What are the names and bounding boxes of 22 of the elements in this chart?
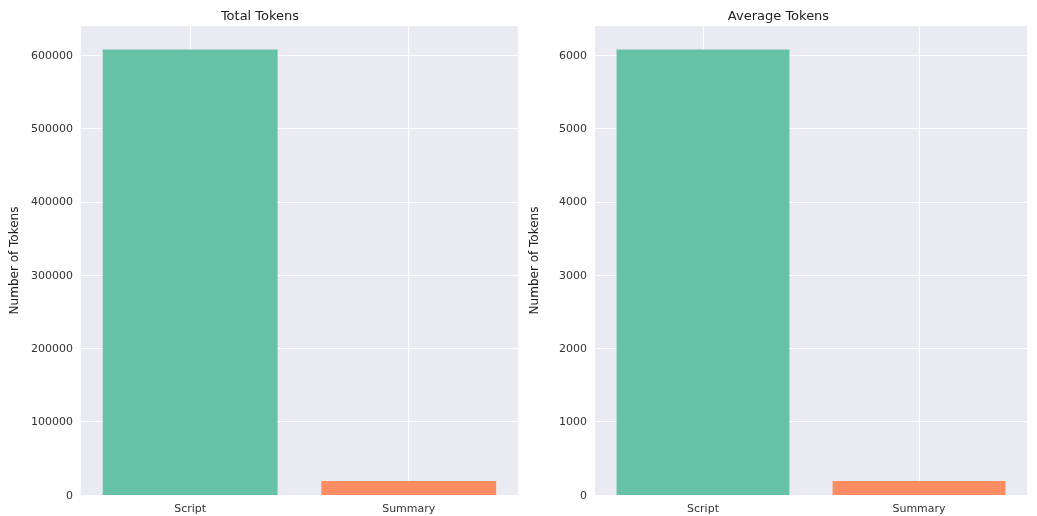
y-tick-label: 600000: [30, 48, 73, 62]
x-tick-label: Script: [174, 502, 207, 515]
y-tick-label: 2000: [559, 341, 587, 355]
y-tick-label: 3000: [559, 268, 587, 282]
x-tick-label: Summary: [892, 502, 947, 515]
y-tick-label: 6000: [559, 48, 587, 62]
chart-title: Average Tokens: [727, 8, 830, 23]
y-tick-label: 0: [580, 488, 587, 502]
x-tick-label: Summary: [382, 502, 436, 515]
y-tick-label: 500000: [30, 122, 73, 136]
y-tick-label: 200000: [30, 341, 73, 355]
y-tick-label: 0: [65, 488, 73, 502]
y-axis-title: Number of Tokens: [7, 206, 21, 315]
y-tick-label: 4000: [559, 195, 587, 209]
y-tick-label: 5000: [559, 122, 587, 136]
chart-title: Total Tokens: [219, 8, 300, 23]
y-tick-label: 300000: [30, 268, 73, 282]
x-tick-label: Script: [687, 502, 720, 515]
y-tick-label: 400000: [30, 195, 73, 209]
y-axis-title: Number of Tokens: [527, 206, 541, 315]
y-tick-label: 100000: [30, 415, 73, 429]
y-tick-label: 1000: [559, 415, 587, 429]
